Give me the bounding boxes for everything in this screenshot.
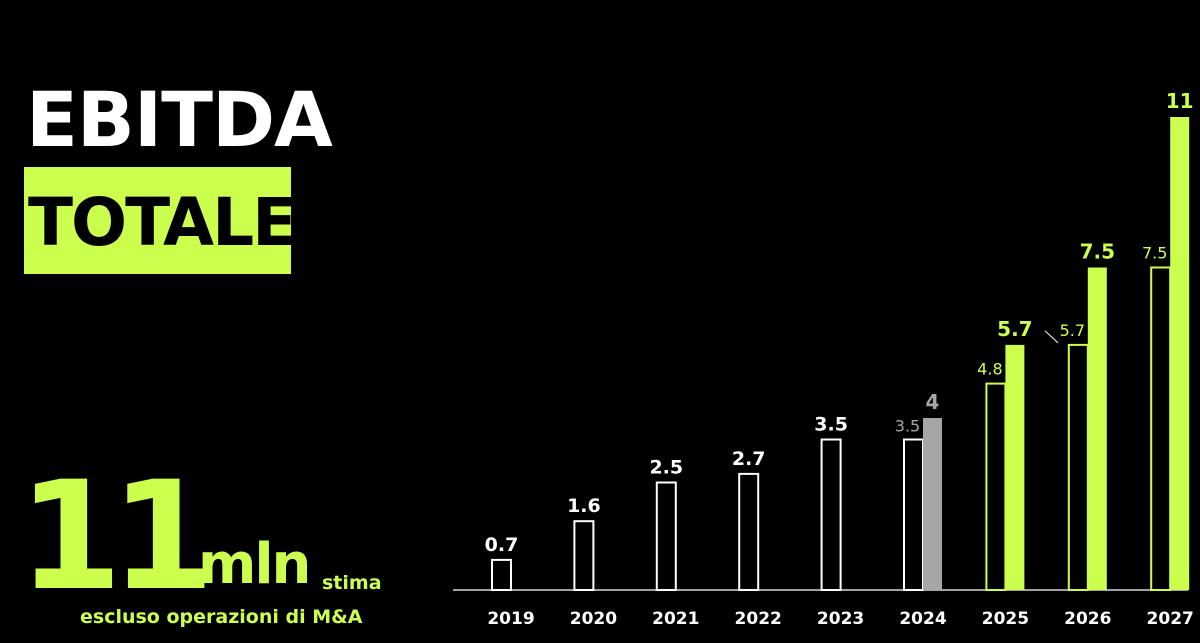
x-tick-label-2021: 2021 — [652, 609, 699, 629]
bar-2022-outline — [738, 472, 760, 591]
data-label-2027-previous: 7.5 — [1142, 244, 1167, 263]
bar-2026-filled — [1087, 267, 1107, 590]
bar-2025-outline — [985, 382, 1007, 591]
bar-2024-outline — [903, 438, 924, 591]
data-label-2021: 2.5 — [649, 457, 683, 479]
headline-unit: mln — [198, 532, 311, 597]
chart-title-ebitda: EBITDA — [26, 75, 333, 164]
x-tick-label-2023: 2023 — [817, 609, 864, 629]
x-tick-label-2020: 2020 — [570, 609, 617, 629]
headline-footnote: escluso operazioni di M&A — [80, 606, 363, 628]
data-label-2022: 2.7 — [732, 448, 766, 470]
data-label-2023: 3.5 — [814, 414, 848, 436]
data-label-2027-current: 11 — [1166, 89, 1194, 113]
data-label-2025-previous: 4.8 — [977, 360, 1002, 379]
data-label-2024-previous: 3.5 — [895, 417, 920, 436]
bar-2021-outline — [655, 481, 677, 591]
headline-figure: 11 — [18, 450, 215, 624]
x-tick-label-2026: 2026 — [1064, 609, 1111, 629]
data-label-2026-previous: 5.7 — [1060, 321, 1085, 340]
bar-2025-filled — [1005, 344, 1025, 590]
bar-2023-outline — [820, 438, 842, 591]
x-tick-label-2022: 2022 — [735, 609, 782, 629]
bar-2027-outline — [1150, 266, 1172, 591]
data-label-2026-leader — [1044, 330, 1059, 344]
data-label-2026-current: 7.5 — [1080, 240, 1115, 264]
bar-2019-outline — [491, 558, 512, 592]
bar-2020-outline — [573, 520, 595, 592]
data-label-2024-current: 4 — [926, 390, 940, 414]
x-tick-label-2019: 2019 — [487, 609, 534, 629]
chart-title-totale: TOTALE — [28, 184, 297, 261]
x-tick-label-2027: 2027 — [1147, 609, 1194, 629]
data-label-2025-current: 5.7 — [997, 317, 1032, 341]
x-tick-label-2024: 2024 — [899, 609, 946, 629]
data-label-2019: 0.7 — [485, 534, 519, 556]
data-label-2020: 1.6 — [567, 495, 601, 517]
headline-qualifier: stima — [322, 572, 382, 594]
title-highlight-box — [24, 167, 291, 274]
bar-2024-filled — [923, 418, 942, 590]
x-tick-label-2025: 2025 — [982, 609, 1029, 629]
bar-2026-outline — [1067, 343, 1089, 591]
bar-2027-filled — [1170, 117, 1190, 590]
